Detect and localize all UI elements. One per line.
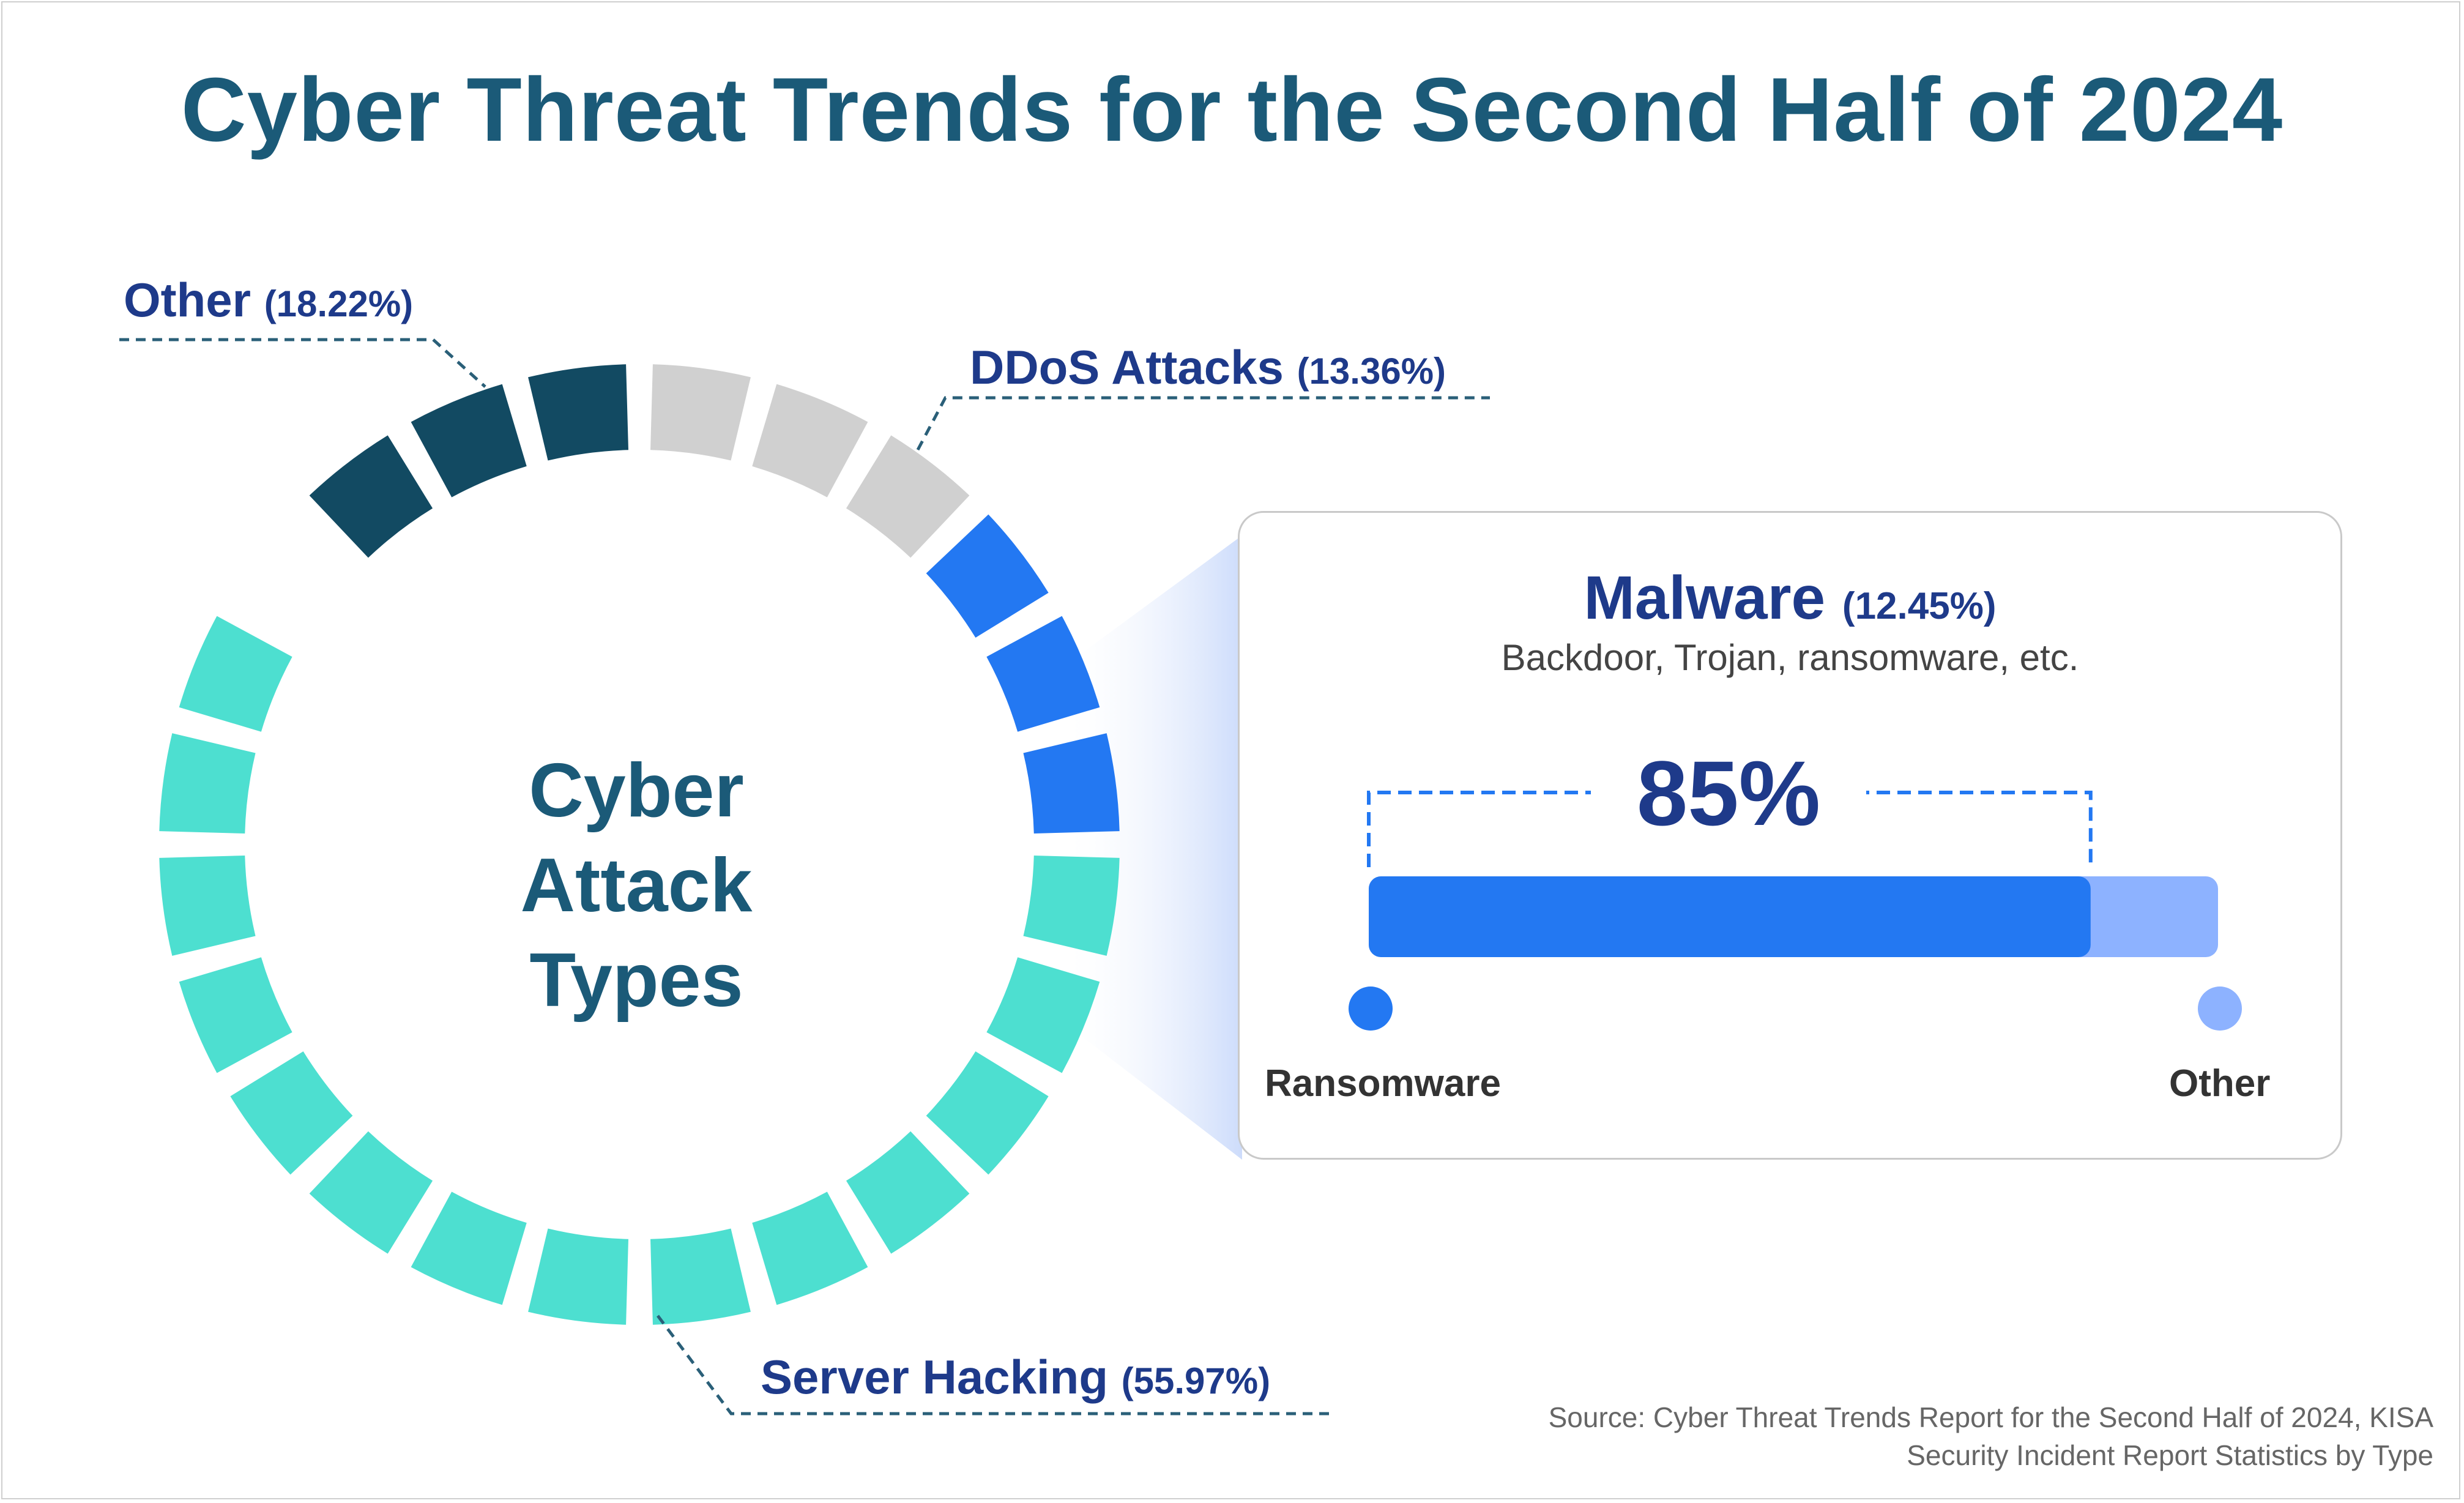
ring-segment-server (159, 733, 256, 834)
ring-segment-ddos (752, 384, 868, 498)
ring-segment-server (179, 957, 292, 1073)
bar-segment-ransomware (1369, 876, 2091, 957)
ring-segment-server (650, 1228, 751, 1325)
legend-ransomware-label: Ransomware (1265, 1062, 1501, 1105)
source-note: Source: Cyber Threat Trends Report for t… (1549, 1398, 2433, 1474)
ring-segment-malware (1023, 733, 1120, 834)
ring-segment-ddos (846, 435, 970, 558)
malware-title: Malware (12.45%) (1238, 563, 2342, 633)
ring-segment-server (159, 856, 256, 956)
ring-segment-malware (986, 616, 1100, 732)
source-line-2: Security Incident Report Statistics by T… (1907, 1439, 2433, 1471)
leader-line-server (657, 1315, 1334, 1415)
label-ddos: DDoS Attacks (13.36%) (970, 340, 1446, 395)
ring-segment-server (411, 1192, 527, 1305)
zoom-wedge (1070, 535, 1242, 1160)
ring-segment-server (986, 957, 1100, 1073)
label-other: Other (18.22%) (124, 272, 413, 328)
malware-title-pct: (12.45%) (1842, 585, 1997, 627)
ring-segment-server (846, 1131, 970, 1254)
ring-segment-server (179, 616, 292, 732)
label-server-pct: (55.97%) (1121, 1360, 1271, 1401)
ring-segment-other (411, 384, 527, 498)
ring-segment-malware (926, 514, 1049, 638)
source-line-1: Source: Cyber Threat Trends Report for t… (1548, 1401, 2433, 1433)
leader-line-other (119, 338, 486, 388)
ring-segment-server (1023, 856, 1120, 956)
ransomware-percentage: 85% (1591, 740, 1866, 846)
center-label-line: Types (529, 938, 743, 1023)
label-other-name: Other (124, 273, 251, 327)
label-other-pct: (18.22%) (264, 283, 414, 324)
center-label: Cyber Attack Types (496, 744, 777, 1028)
center-label-line: Attack (520, 843, 753, 928)
ring-segment-other (528, 364, 628, 461)
legend-other-dot (2198, 986, 2242, 1031)
leader-line-ddos (916, 396, 1490, 451)
legend-other-label: Other (2169, 1062, 2271, 1105)
ring-segment-server (752, 1192, 868, 1305)
legend-ransomware-dot (1349, 986, 1393, 1031)
ring-segment-server (926, 1051, 1049, 1175)
ring-segment-server (230, 1051, 353, 1175)
malware-title-name: Malware (1584, 564, 1826, 632)
label-server-name: Server Hacking (761, 1350, 1108, 1404)
chart-title: Cyber Threat Trends for the Second Half … (181, 59, 2283, 160)
ring-segment-ddos (650, 364, 751, 461)
ring-segment-server (309, 1131, 433, 1254)
center-label-line: Cyber (529, 748, 744, 833)
label-ddos-name: DDoS Attacks (970, 340, 1284, 394)
percentage-bracket (1367, 791, 2093, 867)
malware-subtitle: Backdoor, Trojan, ransomware, etc. (1501, 637, 2079, 678)
ring-segment-server (528, 1228, 628, 1325)
label-server: Server Hacking (55.97%) (761, 1349, 1270, 1405)
ring-segment-other (309, 435, 433, 558)
label-ddos-pct: (13.36%) (1297, 351, 1446, 392)
